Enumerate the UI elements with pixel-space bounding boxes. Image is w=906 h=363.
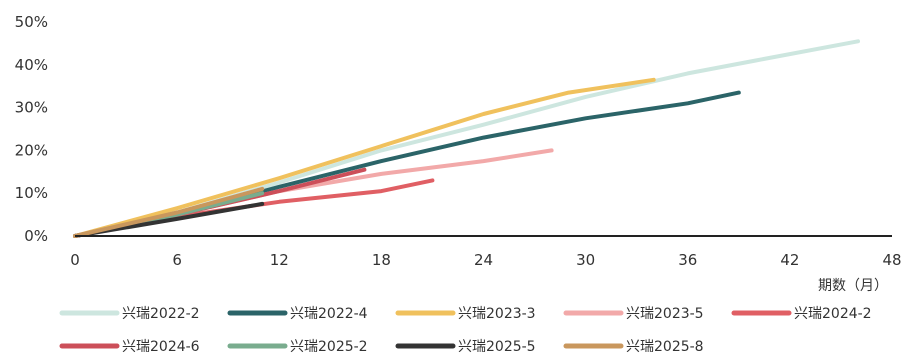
y-tick-label: 0% <box>24 227 48 245</box>
legend-label: 兴瑞2023-3 <box>458 306 536 322</box>
y-tick-label: 30% <box>15 99 48 117</box>
series-line <box>73 77 656 238</box>
x-tick-label: 18 <box>372 251 391 269</box>
legend-label: 兴瑞2022-4 <box>290 306 368 322</box>
legend-label: 兴瑞2025-5 <box>458 339 536 355</box>
legend-label: 兴瑞2024-6 <box>122 339 200 355</box>
y-tick-label: 10% <box>15 184 48 202</box>
legend-label: 兴瑞2023-5 <box>626 306 704 322</box>
x-tick-label: 30 <box>576 251 595 269</box>
x-tick-label: 6 <box>172 251 182 269</box>
x-tick-label: 24 <box>474 251 493 269</box>
series-layer <box>73 39 860 238</box>
legend: 兴瑞2022-2 兴瑞2022-4 兴瑞2023-3 兴瑞2023-5 兴瑞2024-2… <box>59 306 872 355</box>
series-line <box>73 201 265 238</box>
legend-label: 兴瑞2025-8 <box>626 339 704 355</box>
y-tick-label: 50% <box>15 13 48 31</box>
legend-label: 兴瑞2024-2 <box>794 306 872 322</box>
legend-label: 兴瑞2022-2 <box>122 306 200 322</box>
x-tick-label: 42 <box>780 251 799 269</box>
y-tick-label: 20% <box>15 141 48 159</box>
x-tick-label: 36 <box>678 251 697 269</box>
x-axis-ticks: 0 6 12 18 24 30 36 42 48 <box>70 251 901 269</box>
x-axis-title: 期数（月） <box>818 278 888 294</box>
y-tick-label: 40% <box>15 56 48 74</box>
legend-label: 兴瑞2025-2 <box>290 339 368 355</box>
y-axis-ticks: 0% 10% 20% 30% 40% 50% <box>15 13 48 245</box>
x-tick-label: 48 <box>882 251 901 269</box>
x-tick-label: 12 <box>270 251 289 269</box>
x-tick-label: 0 <box>70 251 80 269</box>
series-line <box>73 186 265 238</box>
